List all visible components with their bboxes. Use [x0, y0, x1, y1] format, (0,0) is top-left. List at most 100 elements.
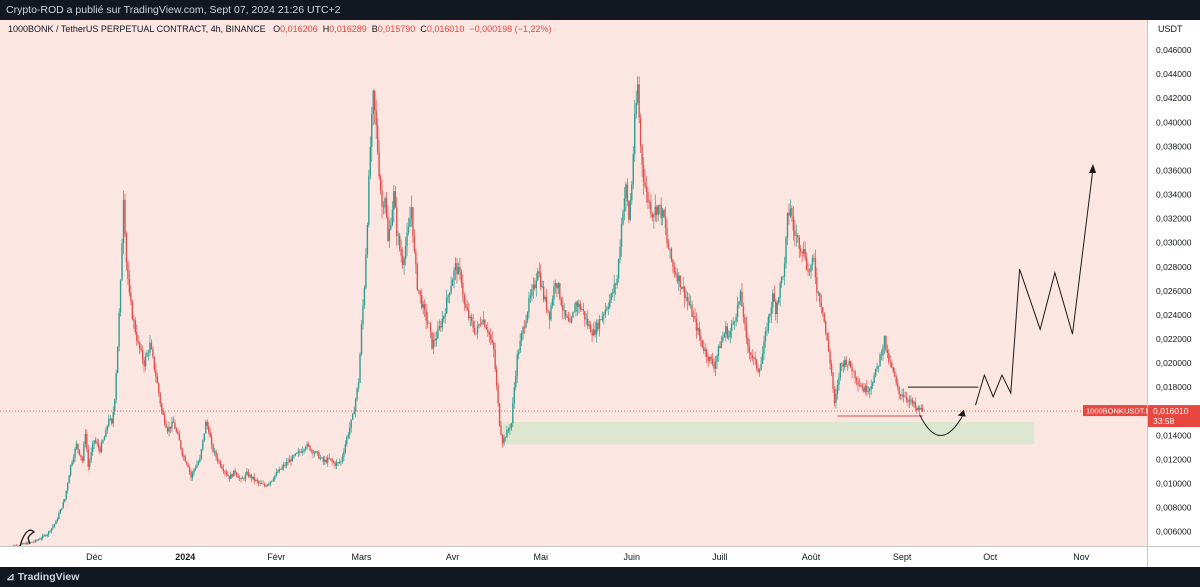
candle-body [208, 426, 210, 433]
candle-body [772, 293, 774, 308]
candle-body [877, 365, 880, 367]
candle-body [916, 408, 918, 411]
candle-body [156, 376, 159, 384]
candle-body [766, 330, 768, 332]
candle-body [791, 208, 793, 217]
candle-body [847, 364, 849, 366]
candle-body [398, 235, 401, 250]
candle-body [648, 202, 651, 203]
candle-body [634, 114, 636, 155]
candle-body [829, 350, 831, 364]
candle-body [149, 342, 151, 353]
candle-body [773, 293, 775, 302]
candle-body [437, 328, 439, 339]
candle-body [490, 334, 492, 340]
candle-body [481, 322, 483, 325]
candle-body [669, 248, 671, 250]
candle-body [210, 437, 213, 445]
candle-body [550, 305, 552, 320]
candle-body [133, 319, 135, 321]
candle-body [653, 214, 655, 218]
candle-body [155, 369, 157, 377]
candle-body [910, 399, 912, 401]
candle-body [484, 320, 486, 328]
candle-body [196, 464, 198, 468]
candle-body [876, 366, 878, 369]
candle-body [303, 449, 305, 451]
candle-body [252, 476, 254, 479]
candle-body [753, 357, 755, 359]
price-tick-label: 0,042000 [1156, 93, 1192, 103]
candle-body [534, 284, 536, 289]
candle-body [335, 462, 338, 466]
candle-body [657, 205, 659, 215]
candle-body [798, 237, 800, 249]
price-tick-label: 0,020000 [1156, 358, 1192, 368]
candle-body [616, 278, 618, 285]
candle-body [594, 329, 596, 335]
candle-body [193, 469, 195, 473]
candle-body [421, 294, 423, 308]
price-tick-label: 0,018000 [1156, 382, 1192, 392]
chart-pane[interactable]: 1000BONKUSDT.P 1000BONK / TetherUS PERPE… [0, 20, 1147, 546]
time-axis[interactable]: Déc 2024 Févr Mars Avr Mai Juin Juill Août Sept Oc… [0, 546, 1147, 568]
candle-body [177, 431, 179, 435]
candle-body [84, 433, 87, 444]
candle-body [43, 535, 45, 536]
candle-body [130, 292, 132, 302]
candle-body [194, 467, 197, 470]
price-axis-scale[interactable]: USDT 0,006000 0,008000 0,010000 0,012000 0,01… [1148, 20, 1200, 546]
candle-body [469, 316, 471, 319]
candle-body [366, 224, 369, 255]
price-chart[interactable]: 1000BONKUSDT.P [0, 20, 1147, 546]
candle-body [241, 478, 244, 480]
candle-body [178, 434, 181, 441]
candle-body [249, 474, 251, 477]
time-axis-scale[interactable]: Déc 2024 Févr Mars Avr Mai Juin Juill Août Sept Oc… [0, 547, 1147, 568]
candle-body [888, 352, 890, 363]
candle-body [591, 332, 593, 336]
candle-body [451, 279, 454, 286]
candle-body [443, 316, 445, 319]
symbol-tag [1083, 405, 1147, 417]
candle-body [184, 456, 186, 462]
candle-body [560, 298, 562, 306]
candle-body [623, 198, 626, 212]
candle-body [125, 233, 128, 263]
price-tick-label: 0,024000 [1156, 310, 1192, 320]
candle-body [426, 320, 429, 324]
candle-body [431, 331, 433, 349]
price-axis[interactable]: USDT 0,006000 0,008000 0,010000 0,012000 0,01… [1147, 20, 1200, 546]
candle-body [407, 226, 410, 233]
candle-body [197, 461, 200, 465]
candle-body [410, 207, 413, 219]
candle-body [206, 421, 208, 427]
candle-body [440, 326, 442, 328]
candle-body [53, 524, 56, 527]
candle-body [804, 249, 806, 259]
candle-body [237, 475, 239, 479]
candle-body [726, 326, 728, 338]
candle-body [748, 345, 751, 353]
candle-body [638, 84, 640, 118]
candle-body [656, 206, 658, 215]
candle-body [678, 275, 680, 282]
candle-body [128, 278, 131, 293]
candle-body [349, 427, 351, 435]
candle-body [764, 331, 767, 342]
candle-body [244, 474, 247, 480]
candle-body [324, 459, 326, 462]
candle-body [468, 310, 470, 319]
candle-body [532, 284, 535, 290]
candle-body [716, 355, 718, 362]
candle-body [231, 474, 233, 477]
publisher-bar: Crypto-ROD a publié sur TradingView.com,… [0, 0, 1200, 20]
candle-body [545, 296, 548, 310]
candle-body [899, 394, 902, 397]
time-tick-label: 2024 [175, 552, 195, 562]
time-tick-label: Mars [351, 552, 371, 562]
candle-body [854, 371, 856, 379]
candle-body [393, 191, 395, 210]
candle-body [822, 307, 824, 313]
candle-body [403, 259, 405, 266]
